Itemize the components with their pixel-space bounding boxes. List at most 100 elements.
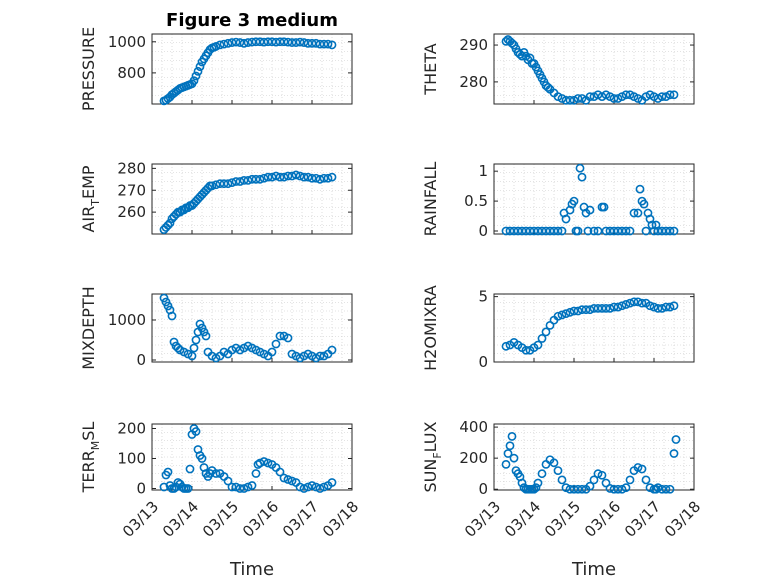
data-point	[247, 37, 257, 47]
data-point	[533, 478, 543, 488]
data-point	[219, 179, 229, 189]
axes-border	[151, 163, 353, 235]
data-point	[501, 459, 511, 469]
data-point	[223, 179, 233, 189]
data-point	[283, 37, 293, 47]
data-point	[589, 226, 599, 236]
data-point	[577, 172, 587, 182]
mixdepth-panel: 0 1000 MIXDEPTH	[79, 286, 353, 370]
data-point	[197, 454, 207, 463]
data-point	[231, 177, 241, 186]
data-point	[597, 470, 607, 480]
axes-border	[493, 33, 695, 105]
data-point	[501, 341, 511, 351]
data-point	[621, 483, 631, 493]
data-point	[505, 226, 515, 236]
y-tick-label: 0	[478, 222, 488, 240]
data-point	[529, 484, 539, 494]
data-point	[315, 174, 325, 184]
data-point	[543, 83, 553, 92]
data-point	[327, 172, 337, 182]
data-point	[573, 226, 583, 236]
y-axis-label-tail: LUX	[421, 421, 440, 452]
data-point	[307, 173, 317, 183]
data-point	[235, 484, 245, 493]
x-axis-label: Time	[571, 559, 616, 580]
data-point	[271, 37, 281, 47]
data-point	[163, 467, 173, 477]
data-point	[633, 463, 643, 472]
data-point	[299, 484, 309, 493]
data-point	[665, 226, 675, 236]
data-point	[557, 475, 567, 485]
data-point	[565, 307, 575, 317]
y-axis-label-main: H2OMIXRA	[421, 285, 440, 371]
data-point	[185, 464, 195, 474]
data-point	[507, 38, 517, 48]
data-point	[517, 478, 527, 488]
data-point	[601, 478, 611, 488]
data-point	[509, 453, 519, 463]
y-tick-label: 100	[117, 450, 146, 468]
data-point	[641, 475, 651, 485]
data-point	[295, 37, 305, 47]
data-point	[211, 180, 221, 190]
data-point	[223, 476, 233, 486]
y-axis-label-main: RAINFALL	[421, 162, 440, 237]
data-point	[669, 301, 679, 311]
data-point	[657, 303, 667, 313]
data-point	[569, 196, 579, 206]
rainfall-panel: 0 0.5 1 RAINFALL	[421, 162, 695, 240]
data-point	[307, 38, 317, 48]
data-point	[191, 427, 201, 436]
data-point	[503, 449, 513, 458]
y-axis-label-subscript: T	[89, 199, 102, 207]
data-point	[635, 184, 645, 194]
data-point	[259, 37, 269, 47]
data-point	[585, 481, 595, 491]
data-point	[247, 481, 257, 490]
y-tick-label: 0.5	[464, 192, 488, 210]
y-axis-label: SUNFLUX	[421, 421, 444, 492]
data-point	[211, 42, 221, 51]
data-point	[509, 226, 519, 236]
data-point	[307, 481, 317, 490]
x-tick-label: 03/16	[581, 498, 624, 541]
pressure-panel: 800 1000 PRESSURE Figure 3 medium	[79, 10, 353, 111]
data-point	[159, 482, 169, 492]
data-point	[553, 226, 563, 236]
data-point	[271, 171, 281, 181]
data-point	[653, 303, 663, 313]
data-point	[669, 90, 679, 100]
data-point	[319, 39, 329, 49]
y-tick-label: 1000	[108, 33, 146, 51]
theta-panel: 280 290 THETA	[421, 33, 695, 105]
y-axis-label-main: TERR	[79, 450, 98, 493]
data-point	[589, 475, 599, 485]
data-point	[323, 39, 333, 49]
x-axis-label: Time	[229, 559, 274, 580]
air_temp-panel: 260 270 280 AIRTEMP	[79, 159, 353, 235]
data-point	[271, 339, 281, 349]
data-point	[577, 484, 587, 494]
data-point	[617, 484, 627, 494]
data-point	[235, 177, 245, 186]
data-point	[189, 343, 199, 353]
data-point	[583, 226, 593, 236]
data-point	[599, 202, 609, 212]
data-point	[247, 174, 257, 184]
data-point	[207, 181, 217, 191]
data-point	[311, 38, 321, 48]
y-tick-label: 800	[117, 64, 146, 82]
data-point	[531, 483, 541, 493]
axes-border	[151, 293, 353, 363]
y-tick-label: 200	[117, 420, 146, 438]
data-point	[315, 484, 325, 493]
data-point	[669, 226, 679, 236]
data-point	[255, 174, 265, 184]
data-point	[633, 208, 643, 218]
data-point	[259, 173, 269, 183]
data-point	[243, 482, 253, 492]
data-point	[177, 482, 187, 492]
